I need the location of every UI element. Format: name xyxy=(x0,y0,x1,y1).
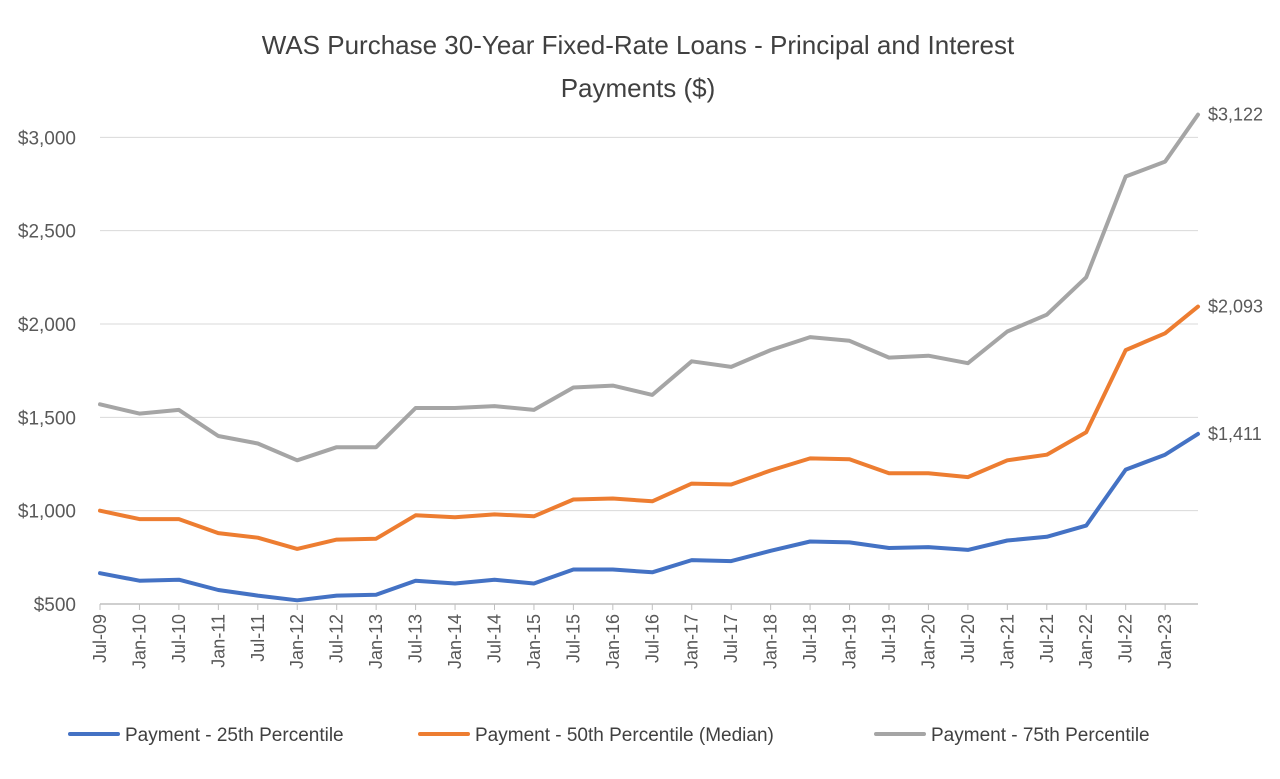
chart-title-line-2: Payments ($) xyxy=(561,73,716,103)
x-tick-label: Jul-09 xyxy=(90,614,110,663)
chart-title-line-1: WAS Purchase 30-Year Fixed-Rate Loans - … xyxy=(262,30,1015,60)
x-tick-label: Jan-12 xyxy=(287,614,307,669)
axes: $500 $1,000 $1,500 $2,000 $2,500 $3,000 Jul-09… xyxy=(18,128,1198,669)
series-line-1 xyxy=(98,431,1200,603)
x-tick-label: Jan-22 xyxy=(1076,614,1096,669)
x-tick-label: Jan-21 xyxy=(997,614,1017,669)
x-tick-label: Jul-14 xyxy=(484,614,504,663)
x-tick-label: Jul-15 xyxy=(563,614,583,663)
x-tick-label: Jul-12 xyxy=(327,614,347,663)
series-line-2 xyxy=(98,304,1200,551)
y-tick-label: $3,000 xyxy=(18,128,76,149)
end-value-label: $2,093 xyxy=(1208,297,1263,317)
end-labels: $1,411 $2,093 $3,122 xyxy=(1208,105,1263,444)
x-tick-label: Jul-17 xyxy=(721,614,741,663)
y-tick-label: $500 xyxy=(34,595,76,616)
x-tick-label: Jan-14 xyxy=(445,614,465,669)
x-tick-label: Jul-18 xyxy=(800,614,820,663)
y-tick-label: $2,000 xyxy=(18,315,76,336)
x-tick-label: Jul-20 xyxy=(958,614,978,663)
gridlines xyxy=(100,136,1198,512)
x-tick-label: Jan-13 xyxy=(366,614,386,669)
series-lines xyxy=(98,112,1200,603)
legend: Payment - 25th Percentile Payment - 50th … xyxy=(68,725,1150,746)
x-tick-label: Jul-21 xyxy=(1037,614,1057,663)
x-tick-label: Jan-10 xyxy=(129,614,149,669)
x-tick-label: Jan-11 xyxy=(208,614,228,668)
x-tick-label: Jan-18 xyxy=(761,614,781,669)
end-value-label: $1,411 xyxy=(1208,424,1262,444)
x-tick-label: Jan-19 xyxy=(840,614,860,669)
legend-label: Payment - 50th Percentile (Median) xyxy=(475,725,774,746)
x-tick-label: Jul-13 xyxy=(406,614,426,663)
y-tick-label: $2,500 xyxy=(18,222,76,243)
x-tick-label: Jan-20 xyxy=(918,614,938,669)
y-tick-label: $1,000 xyxy=(18,502,76,523)
series-line-3 xyxy=(98,112,1200,463)
x-tick-label: Jul-16 xyxy=(642,614,662,663)
legend-label: Payment - 25th Percentile xyxy=(125,725,344,746)
x-tick-label: Jan-17 xyxy=(682,614,702,669)
x-tick-label: Jan-16 xyxy=(603,614,623,669)
x-tick-label: Jan-23 xyxy=(1155,614,1175,669)
end-value-label: $3,122 xyxy=(1208,105,1263,125)
y-tick-label: $1,500 xyxy=(18,408,76,429)
x-tick-label: Jan-15 xyxy=(524,614,544,669)
x-tick-label: Jul-19 xyxy=(879,614,899,663)
x-tick-label: Jul-10 xyxy=(169,614,189,663)
legend-label: Payment - 75th Percentile xyxy=(931,725,1150,746)
x-tick-label: Jul-22 xyxy=(1116,614,1136,663)
x-tick-label: Jul-11 xyxy=(248,614,268,662)
